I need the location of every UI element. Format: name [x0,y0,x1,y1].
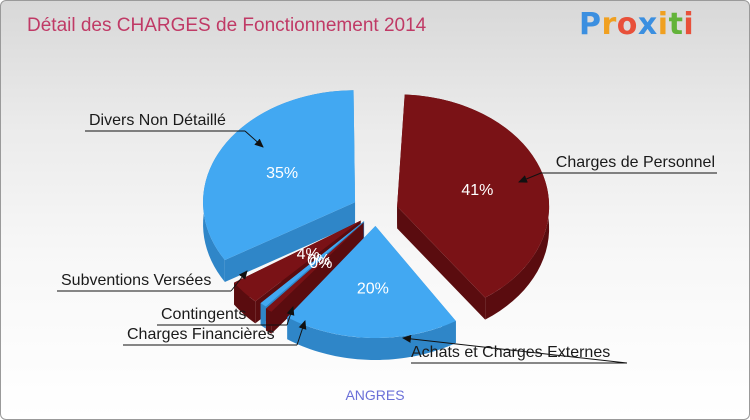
logo-letter: t [668,7,684,42]
pie-slice [203,90,356,283]
category-label: Achats et Charges Externes [411,344,610,361]
pie-slices [203,90,550,360]
category-label: Divers Non Détaillé [89,112,226,129]
category-label: Subventions Versées [61,272,211,289]
legend-callout: Achats et Charges Externes [402,334,628,364]
chart-title: Détail des CHARGES de Fonctionnement 201… [27,15,427,36]
logo-letter: x [637,7,658,42]
percent-labels: 41%20%0%0%4%35% [266,165,493,297]
legend-callout: Charges de Personnel [518,154,717,183]
percent-label: 35% [266,165,298,182]
category-label: Charges Financières [127,326,275,343]
pie-slice [265,222,364,334]
legend-callout: Charges Financières [123,320,307,346]
legend-callout: Divers Non Détaillé [85,112,264,148]
logo-letter: i [683,7,695,42]
percent-label: 0% [309,255,332,272]
legend-callout: Subventions Versées [57,270,248,292]
category-label: Charges de Personnel [556,154,715,171]
percent-label: 20% [357,281,389,298]
commune-name: ANGRES [345,387,405,403]
percent-label: 41% [461,182,493,199]
proxiti-logo[interactable]: Proxiti [579,7,694,42]
legend-callout: Contingents [157,306,295,326]
logo-letter: P [579,7,602,42]
pie-slice [287,225,456,360]
logo-letter: r [601,7,617,42]
category-label: Contingents [161,306,246,323]
percent-label: 4% [297,246,320,263]
logo-letter: o [616,7,638,42]
legend-callouts: Charges de Personnel Achats et Charges Ex… [57,112,717,364]
percent-label: 0% [307,252,330,269]
logo-letter: i [657,7,669,42]
pie-slice [397,94,550,320]
